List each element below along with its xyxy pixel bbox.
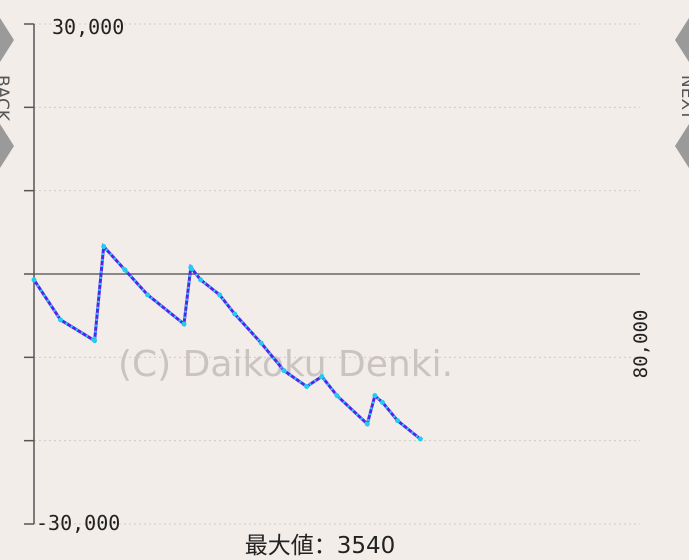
data-point [379, 399, 385, 405]
next-nav-tab[interactable]: NEXT [667, 18, 689, 168]
max-value: 3540 [336, 533, 396, 559]
series-dotted-overlay [32, 243, 422, 440]
data-point [92, 338, 98, 344]
grid-lines [34, 23, 640, 525]
max-value-label: 最大値： [244, 533, 337, 559]
data-point [58, 317, 64, 323]
data-point [198, 277, 204, 283]
data-point [364, 421, 370, 427]
y-tick-label-top: 30,000 [52, 15, 124, 39]
data-point [304, 384, 310, 389]
data-point [417, 436, 423, 442]
x-max-label: 80,000 [630, 310, 652, 379]
data-point [145, 292, 151, 298]
chevron-right-icon [675, 18, 689, 168]
data-point [319, 374, 325, 379]
series-line [32, 242, 422, 441]
data-point [101, 244, 107, 249]
chevron-left-icon [0, 18, 14, 168]
series-balance [31, 242, 423, 442]
data-point [122, 267, 128, 273]
data-point [281, 368, 287, 374]
data-point [258, 340, 264, 346]
data-point [188, 264, 194, 270]
next-label: NEXT [677, 75, 689, 121]
y-tick-label-bottom: -30,000 [36, 511, 120, 535]
data-point [31, 277, 37, 283]
data-point [334, 393, 340, 399]
back-nav-tab[interactable]: BACK [0, 18, 22, 168]
data-point [217, 292, 223, 298]
back-label: BACK [0, 74, 12, 121]
y-axis-ticks [24, 23, 34, 525]
data-point [395, 418, 401, 424]
data-point [181, 321, 187, 327]
max-value-caption: 最大値：3540 [0, 526, 640, 560]
data-point [232, 311, 238, 317]
data-point [372, 393, 378, 399]
watermark: (C) Daikoku Denki. [118, 344, 453, 385]
